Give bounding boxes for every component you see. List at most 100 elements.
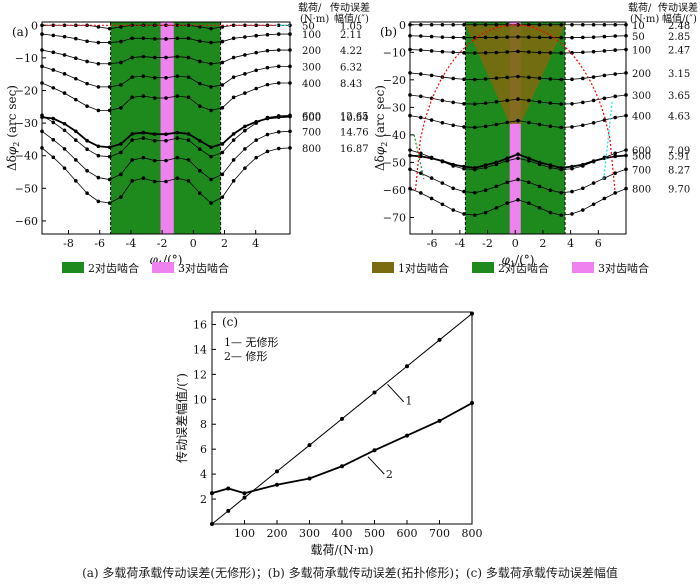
panel-b-table-header-err: 传动误差 <box>658 1 698 14</box>
panel-a-series-point <box>130 158 134 162</box>
panel-b-series-point <box>451 50 456 55</box>
panel-a-series-point <box>152 179 157 184</box>
panel-a-series-point <box>51 50 56 55</box>
panel-b-ytick-label: −70 <box>383 211 406 224</box>
panel-a-series-point <box>130 23 134 28</box>
panel-b-series-point <box>451 164 456 168</box>
panel-b-series-point <box>483 51 488 55</box>
panel-b-series-point <box>408 113 412 118</box>
panel-a-series-point <box>198 59 202 64</box>
panel-a-table-load: 300 <box>302 62 321 73</box>
panel-a-series-point <box>119 142 123 146</box>
panel-b-series-point <box>462 125 466 129</box>
panel-b-series-point <box>440 202 445 207</box>
panel-b-series-point <box>548 210 553 215</box>
panel-b-panel-label: (b) <box>380 25 397 39</box>
panel-a-series-point <box>265 65 270 70</box>
panel-b-series-point <box>516 152 520 156</box>
panel-b-series-point <box>602 73 607 78</box>
panel-c-series-point <box>470 311 474 316</box>
panel-b-series-point <box>591 181 596 185</box>
panel-b-xtick-label: 6 <box>595 237 602 250</box>
panel-b-series-point <box>548 188 553 193</box>
panel-b-series-point <box>451 100 456 105</box>
panel-b-series-point <box>548 165 553 170</box>
panel-a-series-point <box>119 105 123 110</box>
panel-a-series-point <box>96 153 101 158</box>
panel-a-series-point <box>164 75 168 80</box>
panel-a-series-point <box>243 124 247 129</box>
panel-b-table-load: 800 <box>632 185 651 196</box>
panel-b-series-point <box>591 75 596 79</box>
panel-a-table-header-load: 载荷/ <box>298 2 322 14</box>
panel-a-legend-swatch <box>152 262 174 273</box>
panel-b-ytick-label: −10 <box>383 46 406 59</box>
panel-b-series-point <box>483 35 488 40</box>
panel-a-series-point <box>51 86 56 90</box>
panel-b-series-point <box>451 208 456 212</box>
panel-a-series-point <box>186 23 191 28</box>
panel-a-series-point <box>164 138 168 143</box>
panel-c-annotation-2: 2 <box>386 468 393 481</box>
panel-b-series-point <box>483 210 488 215</box>
panel-a-series-point <box>276 48 281 52</box>
panel-b-legend-swatch <box>572 262 594 273</box>
panel-c-ytick-label: 16 <box>193 318 207 331</box>
panel-b-series-point <box>419 171 423 175</box>
panel-a-series-point <box>276 81 281 85</box>
panel-a-series-point <box>220 172 225 177</box>
panel-b-series-point <box>473 213 477 218</box>
panel-a-series-point <box>164 55 168 60</box>
panel-a-xtick-label: 2 <box>221 237 228 250</box>
panel-b-ytick-label: −40 <box>383 129 406 142</box>
panel-b-series-point <box>483 188 488 193</box>
panel-b-series-point <box>570 77 574 82</box>
panel-b-series-point <box>527 35 531 39</box>
panel-b-series-point <box>570 35 574 40</box>
panel-c-series-point <box>437 418 442 423</box>
panel-a-xtick-label: -4 <box>126 237 137 250</box>
panel-b-xtick-label: 0 <box>512 237 519 250</box>
panel-b-table-load: 400 <box>632 112 651 123</box>
panel-b-series-point <box>537 76 542 80</box>
panel-b-series-point <box>537 35 542 40</box>
panel-b-series-point <box>429 49 434 53</box>
panel-b-series-point <box>494 35 499 40</box>
panel-a-ytick-label: −60 <box>15 215 38 228</box>
panel-a-series-point <box>119 195 123 199</box>
panel-b-series-point <box>624 148 628 152</box>
panel-b-series-point <box>570 22 574 27</box>
panel-b-series-point <box>570 101 574 106</box>
panel-a-xtick-label: 4 <box>252 237 259 250</box>
panel-a-series-point <box>231 138 236 142</box>
panel-b-series-point <box>429 196 434 201</box>
panel-b-series-point <box>494 206 499 210</box>
panel-a-series-point <box>254 155 258 160</box>
panel-a-series-point <box>186 55 191 60</box>
panel-b-series-point <box>462 35 466 40</box>
panel-a-series-point <box>107 26 112 31</box>
panel-c-series-point <box>405 433 409 438</box>
panel-a-series-point <box>62 128 67 133</box>
panel-a-ytick-label: −20 <box>15 84 38 97</box>
panel-b-series-point <box>473 167 477 172</box>
panel-a-series-point <box>209 40 213 45</box>
panel-a-series-point <box>175 23 180 28</box>
panel-b-series-point <box>505 201 510 205</box>
panel-a-series-point <box>96 144 101 149</box>
panel-b-table-header-err-unit: 幅值/(″) <box>662 12 697 25</box>
panel-a-series-point <box>130 75 134 79</box>
panel-b-ytick-label: −30 <box>383 101 406 114</box>
panel-b-single-pair-region <box>465 24 566 124</box>
panel-b-series-point <box>527 98 531 103</box>
panel-a-series-point <box>40 64 44 69</box>
panel-b-series-point <box>624 167 628 172</box>
panel-a-series-point <box>220 25 225 29</box>
panel-a-series-point <box>231 132 236 136</box>
panel-b-table-err: 4.63 <box>668 112 690 123</box>
panel-a-series-point <box>209 201 213 205</box>
panel-b-series-point <box>494 22 499 27</box>
panel-b-series-point <box>473 22 477 27</box>
panel-b-series-point <box>624 153 628 158</box>
panel-b-series-point <box>548 51 553 55</box>
